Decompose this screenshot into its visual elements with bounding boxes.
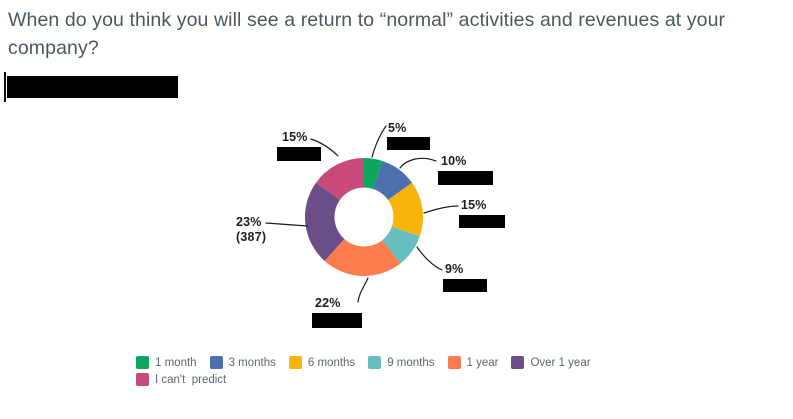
legend-item-3-months: 3 months [209,356,276,369]
donut-slice-1-year [324,238,401,276]
slice-label-3-months: 10% [441,154,467,168]
legend-swatch-3-months [209,356,223,369]
redacted-label-9-months [443,279,487,292]
redacted-label-6-months [459,215,505,228]
legend-label-9-months: 9 months [387,356,435,369]
donut-chart-area [305,158,423,276]
legend-label-3-months: 3 months [228,356,276,369]
slice-label-1-month: 5% [388,121,407,135]
text-caret [4,72,6,102]
donut-chart [305,158,423,276]
leader-line-6-months [423,205,459,214]
legend-item-cant-predict: I can't predict [136,373,226,386]
legend-swatch-6-months [288,356,302,369]
donut-slice-1-month [364,158,383,189]
legend-row-1: 1 month 3 months 6 months 9 months 1 yea… [136,356,591,369]
legend-label-cant-predict: I can't predict [155,373,227,386]
legend-swatch-1-year [447,356,461,369]
slice-label-1-year: 22% [315,296,341,310]
donut-slice-over-1-year [305,182,345,261]
donut-slice-9-months [382,226,420,264]
leader-line-1-year [357,277,369,303]
legend-label-6-months: 6 months [307,356,356,369]
chart-question-title: When do you think you will see a return … [8,9,726,59]
redacted-label-cant-predict [277,147,321,161]
redacted-subtitle-box [7,76,178,98]
legend-item-9-months: 9 months [368,356,435,369]
slice-label-cant-predict: 15% [282,130,308,144]
redacted-label-1-month [387,137,430,150]
slice-label-over-1-year: 23% (387) [236,215,266,244]
legend-swatch-1-month [136,356,149,369]
leader-line-1-month [371,125,387,158]
legend-label-1-year: 1 year [466,356,499,369]
legend-item-1-year: 1 year [447,356,499,369]
donut-slice-3-months [373,160,413,200]
slice-label-over-1-year-count: (387) [236,230,267,244]
redacted-label-1-year [312,313,362,328]
legend-item-over-1-year: Over 1 year [511,356,591,369]
redacted-label-3-months [438,171,493,185]
legend-item-6-months: 6 months [288,356,356,369]
leader-line-over-1-year [265,222,308,227]
legend-swatch-9-months [368,356,382,369]
legend-swatch-cant-predict [136,373,149,386]
chart-legend: 1 month 3 months 6 months 9 months 1 yea… [136,356,591,390]
slice-label-6-months: 15% [461,198,487,212]
slice-label-over-1-year-pct: 23% [236,215,262,229]
legend-label-1-month: 1 month [155,356,197,369]
slice-label-9-months: 9% [445,262,464,276]
donut-slice-6-months [388,182,423,237]
donut-slice-i-can-t-predict [315,158,364,200]
legend-item-1-month: 1 month [136,356,197,369]
legend-swatch-over-1-year [511,356,525,369]
legend-label-over-1-year: Over 1 year [530,356,591,369]
legend-row-2: I can't predict [136,373,591,386]
